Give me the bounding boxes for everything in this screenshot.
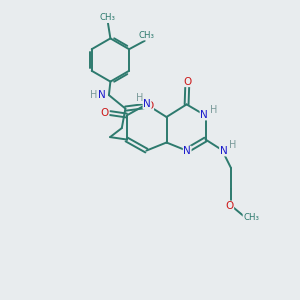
Text: O: O (183, 76, 191, 87)
Text: O: O (225, 201, 234, 211)
Text: N: N (200, 110, 208, 120)
Text: CH₃: CH₃ (100, 14, 116, 22)
Text: CH₃: CH₃ (138, 31, 154, 40)
Text: N: N (220, 146, 227, 156)
Text: O: O (100, 108, 109, 118)
Text: N: N (183, 146, 191, 156)
Text: N: N (143, 99, 151, 109)
Text: H: H (136, 93, 143, 103)
Text: H: H (210, 105, 218, 115)
Text: CH₃: CH₃ (243, 213, 259, 222)
Text: H: H (90, 90, 98, 100)
Text: O: O (145, 101, 154, 111)
Text: N: N (98, 90, 106, 100)
Text: H: H (229, 140, 236, 150)
